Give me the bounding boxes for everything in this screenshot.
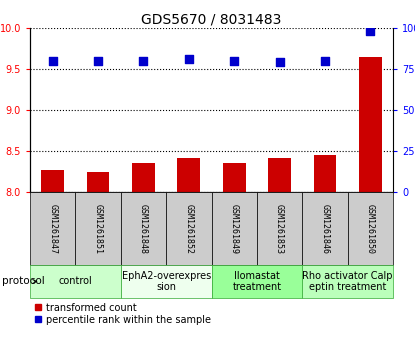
Point — [95, 58, 101, 64]
Bar — [132, 163, 155, 192]
Bar — [314, 155, 336, 192]
Legend: transformed count, percentile rank within the sample: transformed count, percentile rank withi… — [35, 303, 210, 325]
Text: GSM1261846: GSM1261846 — [320, 204, 330, 253]
Text: GSM1261850: GSM1261850 — [366, 204, 375, 253]
Point — [367, 28, 374, 34]
Point — [140, 58, 147, 64]
Point — [186, 56, 192, 62]
Point — [49, 58, 56, 64]
Bar — [87, 172, 110, 192]
Text: GSM1261852: GSM1261852 — [184, 204, 193, 253]
Text: GSM1261847: GSM1261847 — [48, 204, 57, 253]
Point — [322, 58, 328, 64]
Bar — [42, 170, 64, 192]
Text: control: control — [59, 277, 92, 286]
Title: GDS5670 / 8031483: GDS5670 / 8031483 — [142, 13, 282, 27]
Text: protocol: protocol — [2, 277, 45, 286]
Text: GSM1261848: GSM1261848 — [139, 204, 148, 253]
Text: GSM1261849: GSM1261849 — [229, 204, 239, 253]
Text: GSM1261851: GSM1261851 — [93, 204, 103, 253]
Point — [276, 60, 283, 65]
Text: Rho activator Calp
eptin treatment: Rho activator Calp eptin treatment — [303, 271, 393, 292]
Bar — [359, 57, 382, 192]
Bar — [268, 158, 291, 192]
Text: GSM1261853: GSM1261853 — [275, 204, 284, 253]
Text: Ilomastat
treatment: Ilomastat treatment — [232, 271, 281, 292]
Bar — [178, 158, 200, 192]
Bar — [223, 163, 246, 192]
Text: EphA2-overexpres
sion: EphA2-overexpres sion — [122, 271, 211, 292]
Point — [231, 58, 237, 64]
